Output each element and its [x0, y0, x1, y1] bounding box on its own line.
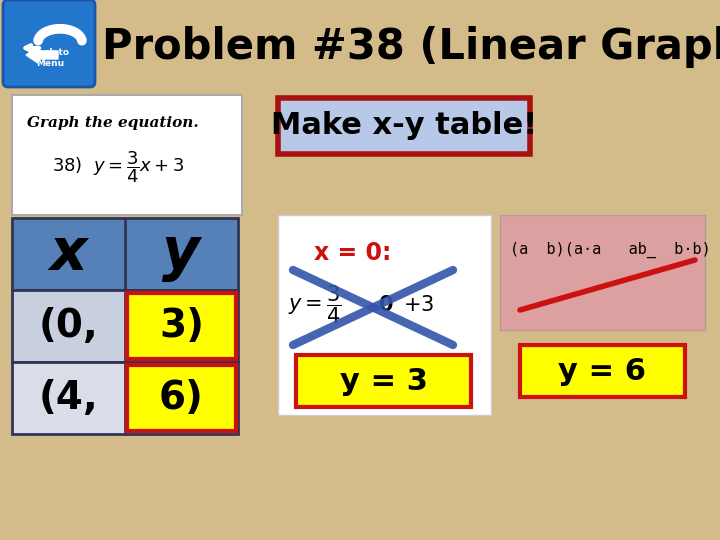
FancyBboxPatch shape	[12, 218, 238, 290]
FancyBboxPatch shape	[520, 345, 685, 397]
Text: Graph the equation.: Graph the equation.	[27, 116, 199, 130]
FancyArrow shape	[26, 47, 58, 63]
Text: (4,: (4,	[39, 379, 99, 417]
FancyBboxPatch shape	[127, 293, 236, 359]
Text: $\mathbf{0}$: $\mathbf{0}$	[378, 295, 394, 315]
FancyBboxPatch shape	[296, 355, 471, 407]
FancyBboxPatch shape	[3, 0, 95, 87]
Text: y: y	[163, 226, 200, 282]
Text: 3): 3)	[159, 307, 204, 345]
Text: Back to
Menu: Back to Menu	[31, 48, 69, 68]
Text: 38)  $y = \dfrac{3}{4}x + 3$: 38) $y = \dfrac{3}{4}x + 3$	[52, 149, 184, 185]
FancyBboxPatch shape	[12, 362, 238, 434]
Text: 6): 6)	[159, 379, 204, 417]
Text: y = 3: y = 3	[340, 367, 428, 395]
Text: x = 0:: x = 0:	[315, 241, 392, 265]
Text: Problem #38 (Linear Graphing): Problem #38 (Linear Graphing)	[102, 26, 720, 68]
Text: $+ 3$: $+ 3$	[403, 295, 434, 315]
Text: Make x-y table!: Make x-y table!	[271, 111, 537, 140]
Text: (a  b)(a·a   ab_  b·b): (a b)(a·a ab_ b·b)	[510, 242, 711, 258]
Text: $y = \dfrac{3}{4}$: $y = \dfrac{3}{4}$	[288, 284, 342, 326]
FancyBboxPatch shape	[278, 215, 491, 415]
Text: (0,: (0,	[39, 307, 99, 345]
FancyBboxPatch shape	[12, 290, 238, 362]
FancyBboxPatch shape	[12, 95, 242, 215]
Text: y = 6: y = 6	[559, 356, 647, 386]
Text: x: x	[50, 226, 87, 282]
FancyBboxPatch shape	[127, 365, 236, 431]
FancyBboxPatch shape	[500, 215, 705, 330]
FancyBboxPatch shape	[278, 98, 530, 154]
